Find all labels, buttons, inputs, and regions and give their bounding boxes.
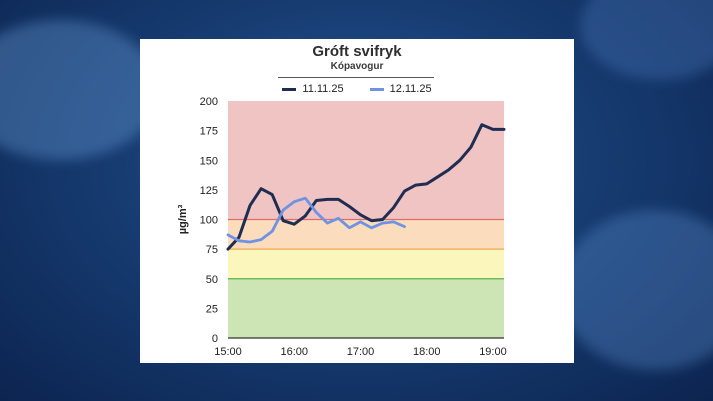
x-tick-label: 18:00 [413,346,441,358]
series-line-2 [226,196,407,244]
chart-plot: 0 25 50 75 100 125 150 175 200 15:00 16:00 17:00 18:… [177,96,507,358]
x-tick-label: 15:00 [214,346,242,358]
y-tick-label: 175 [200,126,218,138]
legend-swatch-series-1 [282,87,297,91]
y-tick-label: 200 [200,96,218,108]
background-light [580,0,713,80]
y-axis-label: µg/m³ [177,204,189,234]
y-tick-label: 100 [200,215,218,227]
legend-item-series-1: 11.11.25 [282,83,344,95]
legend-item-series-2: 12.11.25 [369,83,432,95]
y-tick-label: 125 [200,185,218,197]
y-tick-label: 150 [200,155,218,167]
y-tick-label: 75 [206,244,218,256]
band-0 [228,278,504,338]
band-1 [228,249,504,279]
band-3 [228,101,504,220]
legend-label-series-2: 12.11.25 [389,83,432,95]
series-line-1 [226,123,506,251]
chart-title: Gróft svifryk [312,43,402,60]
y-tick-label: 50 [206,274,218,286]
x-tick-label: 17:00 [347,346,375,358]
background-light [560,210,713,370]
background-light [0,20,160,160]
y-tick-label: 25 [206,303,218,315]
chart-subtitle: Kópavogur [330,61,384,72]
chart-panel: Gróft svifryk Kópavogur 11.11.25 12.11.2… [140,39,574,363]
y-tick-label: 0 [212,333,218,345]
legend-swatch-series-2 [369,87,384,91]
x-tick-label: 16:00 [280,346,308,358]
x-tick-label: 19:00 [479,346,507,358]
legend-divider [278,77,434,78]
legend-label-series-1: 11.11.25 [302,83,344,95]
chart-legend: 11.11.25 12.11.25 [140,83,574,95]
